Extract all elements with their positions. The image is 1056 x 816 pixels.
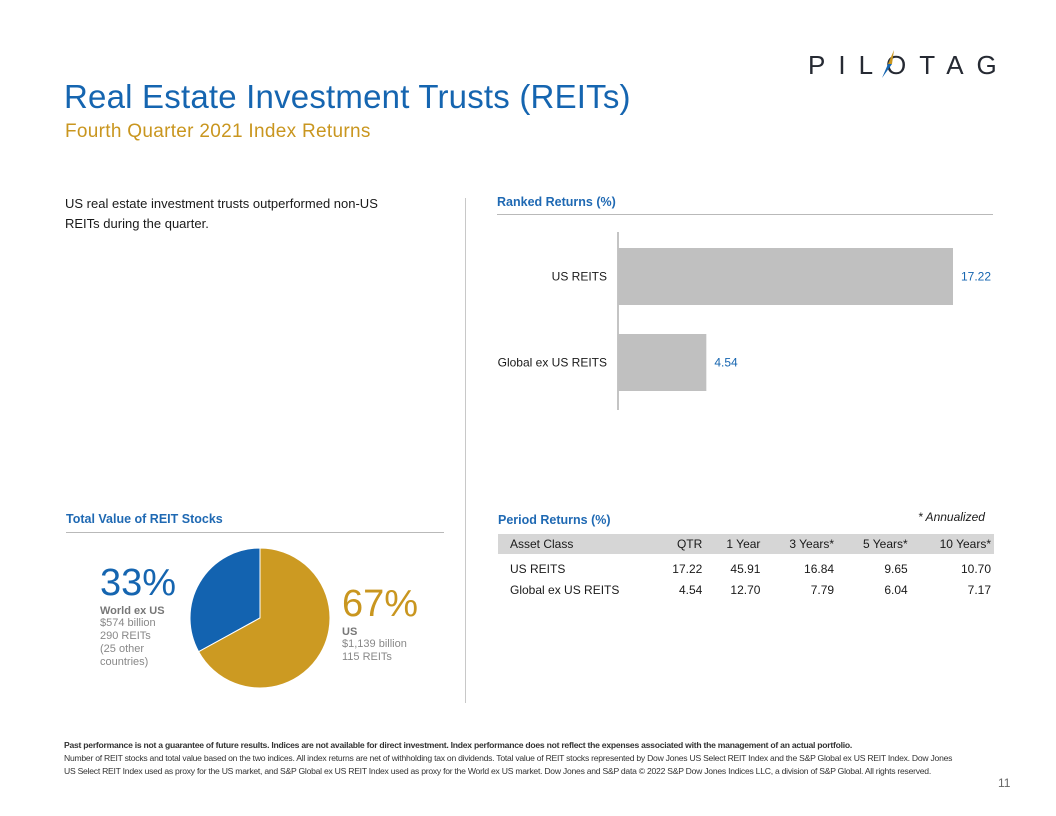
world-ex-us-label-group: 33% World ex US $574 billion 290 REITs (… — [100, 562, 176, 669]
logo-text: PILOTAGE — [808, 50, 1004, 80]
table-cell: 7.17 — [967, 582, 991, 597]
table-row: Global ex US REITS 4.54 12.70 7.79 6.04 … — [498, 579, 994, 600]
bar — [618, 334, 707, 391]
world-ex-us-detail: $574 billion — [100, 617, 156, 629]
world-ex-us-detail: (25 other — [100, 643, 145, 655]
pie-slice-us — [197, 547, 331, 689]
us-name: US — [342, 626, 358, 638]
table-cell: 7.79 — [810, 582, 835, 597]
vertical-divider — [465, 198, 466, 703]
bar — [618, 248, 953, 305]
ranked-returns-title: Ranked Returns (%) — [497, 195, 616, 209]
column-header: 5 Years* — [837, 534, 911, 554]
world-ex-us-detail: 290 REITs — [100, 630, 151, 642]
logo-graphic: PILOTAGE — [808, 50, 1004, 80]
total-value-title: Total Value of REIT Stocks — [66, 512, 223, 526]
table-cell: 10.70 — [960, 561, 991, 576]
page-number: 11 — [998, 776, 1011, 790]
value-label: 4.54 — [714, 356, 738, 370]
annualized-note: * Annualized — [918, 510, 985, 524]
table-row: US REITS 17.22 45.91 16.84 9.65 10.70 — [498, 554, 994, 579]
pilotage-logo: PILOTAGE — [808, 44, 1004, 84]
category-label: US REITS — [552, 270, 607, 284]
disclaimer-bold: Past performance is not a guarantee of f… — [64, 740, 853, 750]
page-title: Real Estate Investment Trusts (REITs) — [64, 78, 631, 115]
period-returns-table: Asset Class QTR 1 Year 3 Years* 5 Years*… — [498, 534, 994, 600]
page-subtitle: Fourth Quarter 2021 Index Returns — [65, 121, 371, 142]
table-header-row: Asset Class QTR 1 Year 3 Years* 5 Years*… — [498, 534, 994, 554]
world-ex-us-detail: countries) — [100, 656, 149, 668]
us-detail: $1,139 billion — [342, 638, 407, 650]
category-label: Global ex US REITS — [498, 356, 607, 370]
reit-value-pie-chart — [189, 547, 331, 689]
table-cell: 12.70 — [730, 582, 761, 597]
table-cell: 45.91 — [730, 561, 761, 576]
disclaimer-text: Number of REIT stocks and total value ba… — [64, 752, 953, 776]
column-header: QTR — [653, 534, 706, 554]
table-cell: 16.84 — [804, 561, 835, 576]
ranked-returns-chart: US REITS 17.22 Global ex US REITS 4.54 — [498, 232, 991, 410]
table-cell: 6.04 — [884, 582, 908, 597]
table-cell: US REITS — [510, 561, 566, 576]
table-cell: 17.22 — [672, 561, 703, 576]
column-header: Asset Class — [498, 534, 653, 554]
column-header: 1 Year — [705, 534, 764, 554]
value-label: 17.22 — [961, 270, 991, 284]
us-detail: 115 REITs — [342, 651, 392, 663]
world-ex-us-name: World ex US — [100, 605, 165, 617]
us-percent: 67% — [342, 583, 419, 625]
table-cell: 4.54 — [678, 582, 703, 597]
column-header: 10 Years* — [910, 534, 994, 554]
world-ex-us-percent: 33% — [100, 562, 177, 604]
column-header: 3 Years* — [763, 534, 838, 554]
pie-slice-world-ex-us — [189, 547, 261, 653]
us-label-group: 67% US $1,139 billion 115 REITs — [342, 583, 418, 664]
period-returns-title: Period Returns (%) — [498, 513, 611, 527]
compass-needle-icon — [882, 50, 894, 78]
total-value-rule — [66, 532, 444, 533]
ranked-returns-rule — [497, 214, 993, 215]
disclaimer-footer: Past performance is not a guarantee of f… — [64, 739, 960, 777]
intro-text: US real estate investment trusts outperf… — [65, 196, 378, 231]
table-cell: 9.65 — [884, 561, 908, 576]
table-cell: Global ex US REITS — [510, 582, 620, 597]
